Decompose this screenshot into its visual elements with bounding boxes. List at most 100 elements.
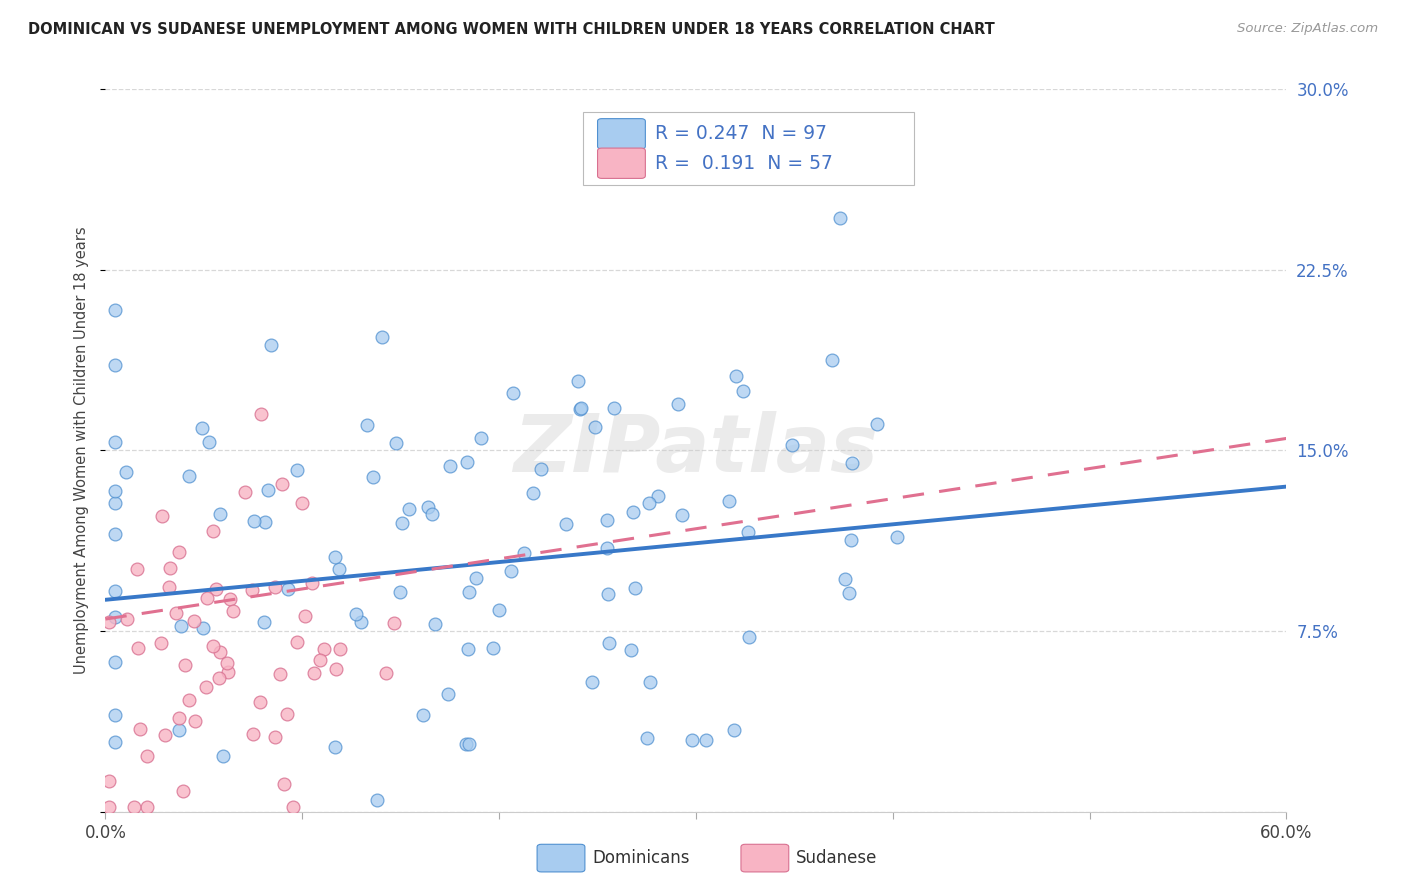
Point: [724, 368, 747, 383]
Point: [621, 505, 644, 519]
Point: [412, 708, 434, 723]
Point: [420, 507, 443, 521]
Point: [98, 774, 121, 789]
Point: [233, 484, 256, 499]
Y-axis label: Unemployment Among Women with Children Under 18 years: Unemployment Among Women with Children U…: [75, 227, 90, 674]
Text: R = 0.247  N = 97: R = 0.247 N = 97: [655, 124, 827, 144]
Point: [366, 793, 388, 807]
Point: [361, 470, 384, 484]
Point: [217, 665, 239, 679]
Point: [350, 615, 373, 629]
Point: [264, 731, 287, 745]
Point: [136, 800, 159, 814]
Point: [439, 458, 461, 473]
Point: [723, 723, 745, 737]
Text: Sudanese: Sudanese: [796, 849, 877, 867]
Point: [382, 616, 405, 631]
Point: [270, 477, 292, 491]
Point: [328, 561, 350, 575]
Point: [302, 666, 325, 681]
Point: [114, 465, 136, 479]
Point: [98, 800, 121, 814]
Point: [470, 431, 492, 445]
Point: [457, 642, 479, 657]
Point: [177, 469, 200, 483]
Point: [291, 496, 314, 510]
Point: [695, 733, 717, 747]
Point: [195, 680, 218, 694]
Point: [276, 707, 298, 722]
Point: [398, 502, 420, 516]
Point: [217, 656, 239, 670]
Point: [596, 541, 619, 556]
Text: DOMINICAN VS SUDANESE UNEMPLOYMENT AMONG WOMEN WITH CHILDREN UNDER 18 YEARS CORR: DOMINICAN VS SUDANESE UNEMPLOYMENT AMONG…: [28, 22, 995, 37]
Point: [596, 587, 619, 601]
Point: [167, 545, 190, 559]
Point: [249, 695, 271, 709]
Point: [482, 640, 505, 655]
Point: [671, 508, 693, 522]
Point: [841, 533, 863, 548]
Point: [569, 401, 592, 415]
Point: [115, 612, 138, 626]
Point: [323, 739, 346, 754]
Point: [619, 643, 641, 657]
Point: [374, 665, 396, 680]
Point: [104, 610, 127, 624]
Point: [581, 675, 603, 690]
Point: [202, 524, 225, 538]
Point: [285, 463, 308, 477]
Point: [104, 483, 127, 498]
Text: Dominicans: Dominicans: [592, 849, 689, 867]
Point: [125, 562, 148, 576]
Point: [637, 731, 659, 745]
Text: ZIPatlas: ZIPatlas: [513, 411, 879, 490]
Point: [301, 576, 323, 591]
Point: [277, 582, 299, 597]
Point: [165, 606, 187, 620]
Point: [638, 674, 661, 689]
Point: [242, 727, 264, 741]
Point: [522, 486, 544, 500]
Point: [780, 438, 803, 452]
Point: [391, 516, 413, 530]
Point: [155, 728, 177, 742]
Point: [437, 687, 460, 701]
Point: [596, 513, 619, 527]
Point: [464, 571, 486, 585]
Point: [356, 417, 378, 432]
Point: [569, 402, 592, 417]
Point: [602, 401, 624, 415]
Point: [257, 483, 280, 498]
Point: [169, 619, 191, 633]
Point: [124, 800, 146, 814]
Point: [423, 617, 446, 632]
Point: [841, 456, 863, 470]
Point: [136, 749, 159, 764]
Point: [173, 658, 195, 673]
Point: [167, 711, 190, 725]
Point: [488, 603, 510, 617]
Point: [418, 500, 440, 514]
Point: [821, 353, 844, 368]
Point: [222, 604, 245, 618]
Point: [314, 642, 336, 657]
Point: [281, 800, 304, 814]
Point: [583, 420, 606, 434]
Point: [555, 516, 578, 531]
Point: [208, 507, 231, 521]
Point: [184, 714, 207, 728]
Point: [456, 455, 478, 469]
Point: [208, 671, 231, 685]
Point: [309, 653, 332, 667]
Point: [98, 615, 121, 629]
Point: [169, 723, 191, 738]
Text: Source: ZipAtlas.com: Source: ZipAtlas.com: [1237, 22, 1378, 36]
Point: [458, 585, 481, 599]
Point: [253, 615, 276, 629]
Point: [209, 644, 232, 658]
Point: [737, 525, 759, 540]
Point: [866, 417, 889, 431]
Point: [177, 692, 200, 706]
Point: [172, 784, 194, 798]
